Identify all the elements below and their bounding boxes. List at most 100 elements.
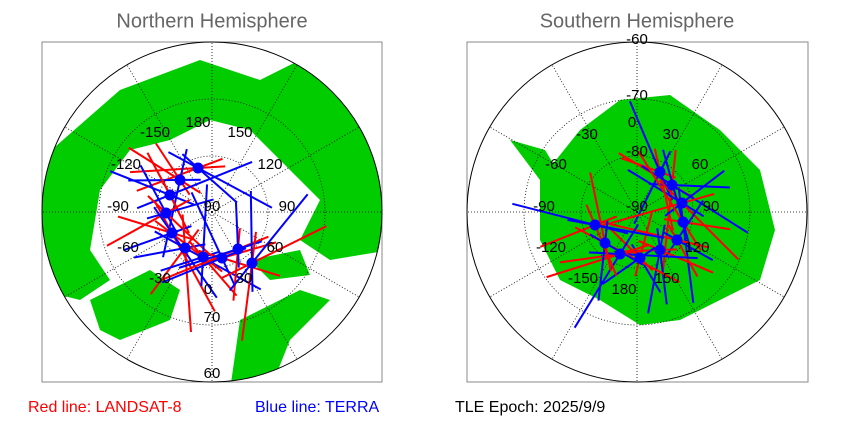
track-line xyxy=(221,225,327,279)
graticule xyxy=(489,126,638,213)
track-line xyxy=(637,150,702,251)
track-line xyxy=(656,228,668,305)
latitude-label: -90 xyxy=(626,198,648,215)
longitude-label: -60 xyxy=(117,239,139,256)
longitude-label: 150 xyxy=(227,124,252,141)
track-line xyxy=(106,199,191,247)
longitude-label: 120 xyxy=(684,239,709,256)
graticule xyxy=(211,64,298,213)
track-line xyxy=(161,179,190,234)
graticule xyxy=(523,98,751,326)
track-point xyxy=(246,257,258,269)
longitude-label: -90 xyxy=(533,198,555,215)
longitude-label: -30 xyxy=(576,126,598,143)
track-point xyxy=(654,244,666,256)
longitude-label: -150 xyxy=(568,270,598,287)
track-line xyxy=(597,219,609,301)
track-line xyxy=(128,178,201,182)
track-line xyxy=(559,249,645,264)
track-line xyxy=(539,215,618,248)
track-line xyxy=(249,190,254,292)
track-line xyxy=(188,240,238,297)
track-point xyxy=(232,243,244,255)
graticule xyxy=(489,211,638,298)
graticule xyxy=(551,211,638,360)
track-point xyxy=(179,242,191,254)
graticule xyxy=(636,64,723,213)
track-line xyxy=(546,243,650,279)
track-line xyxy=(161,235,269,281)
track-line xyxy=(130,165,226,174)
track-line xyxy=(662,149,692,252)
panel-title: Southern Hemisphere xyxy=(540,10,735,32)
longitude-label: -90 xyxy=(107,198,129,215)
track-line xyxy=(228,193,309,292)
track-line xyxy=(665,200,704,257)
track-line xyxy=(633,150,672,225)
longitude-label: -60 xyxy=(545,156,567,173)
track-line xyxy=(597,220,709,249)
track-line xyxy=(146,198,214,220)
graticule xyxy=(64,126,213,213)
longitude-label: 120 xyxy=(257,156,282,173)
graticule xyxy=(126,211,213,360)
tle-epoch: TLE Epoch: 2025/9/9 xyxy=(455,399,605,416)
graticule xyxy=(64,211,213,298)
track-line xyxy=(653,148,674,231)
track-point xyxy=(654,166,666,178)
graticule xyxy=(636,211,723,360)
track-line xyxy=(149,228,200,295)
longitude-label: 60 xyxy=(692,156,709,173)
track-point xyxy=(166,227,178,239)
track-point xyxy=(666,179,678,191)
land xyxy=(42,60,382,382)
track-point xyxy=(614,248,626,260)
track-line xyxy=(123,225,192,252)
track-line xyxy=(161,247,247,284)
track-line xyxy=(200,184,209,287)
track-point xyxy=(677,216,689,228)
track-line xyxy=(139,164,178,233)
track-line xyxy=(512,202,629,235)
graticule xyxy=(98,98,326,326)
track-point xyxy=(589,219,601,231)
track-line xyxy=(589,233,644,266)
track-line xyxy=(190,191,236,285)
longitude-label: 180 xyxy=(185,114,210,131)
track-point xyxy=(197,251,209,263)
panel-title: Northern Hemisphere xyxy=(116,10,307,32)
latitude-label: -80 xyxy=(626,143,648,160)
track-line xyxy=(601,192,715,227)
track-line xyxy=(573,224,639,329)
track-point xyxy=(164,189,176,201)
track-line xyxy=(167,151,273,209)
track-line xyxy=(663,218,731,231)
longitude-label: 90 xyxy=(279,198,296,215)
map-edge xyxy=(466,41,808,383)
longitude-label: -30 xyxy=(149,270,171,287)
longitude-label: 0 xyxy=(628,114,636,131)
longitude-label: -120 xyxy=(111,156,141,173)
track-line xyxy=(667,224,699,278)
track-point xyxy=(192,162,204,174)
track-line xyxy=(602,246,656,285)
track-line xyxy=(658,179,739,261)
graticule xyxy=(551,64,638,213)
track-point xyxy=(671,234,683,246)
latitude-label: 90 xyxy=(204,198,221,215)
track-line xyxy=(234,202,240,268)
graticule xyxy=(211,211,360,298)
graticule xyxy=(636,211,785,298)
latitude-label: 70 xyxy=(204,309,221,326)
graticule xyxy=(126,64,213,213)
latitude-label: 60 xyxy=(204,365,221,382)
longitude-label: 150 xyxy=(654,270,679,287)
longitude-label: 30 xyxy=(236,270,253,287)
graticule xyxy=(636,126,785,213)
graticule xyxy=(211,126,360,213)
track-line xyxy=(128,146,202,194)
longitude-label: 180 xyxy=(611,281,636,298)
track-line xyxy=(117,215,194,241)
track-point xyxy=(599,237,611,249)
